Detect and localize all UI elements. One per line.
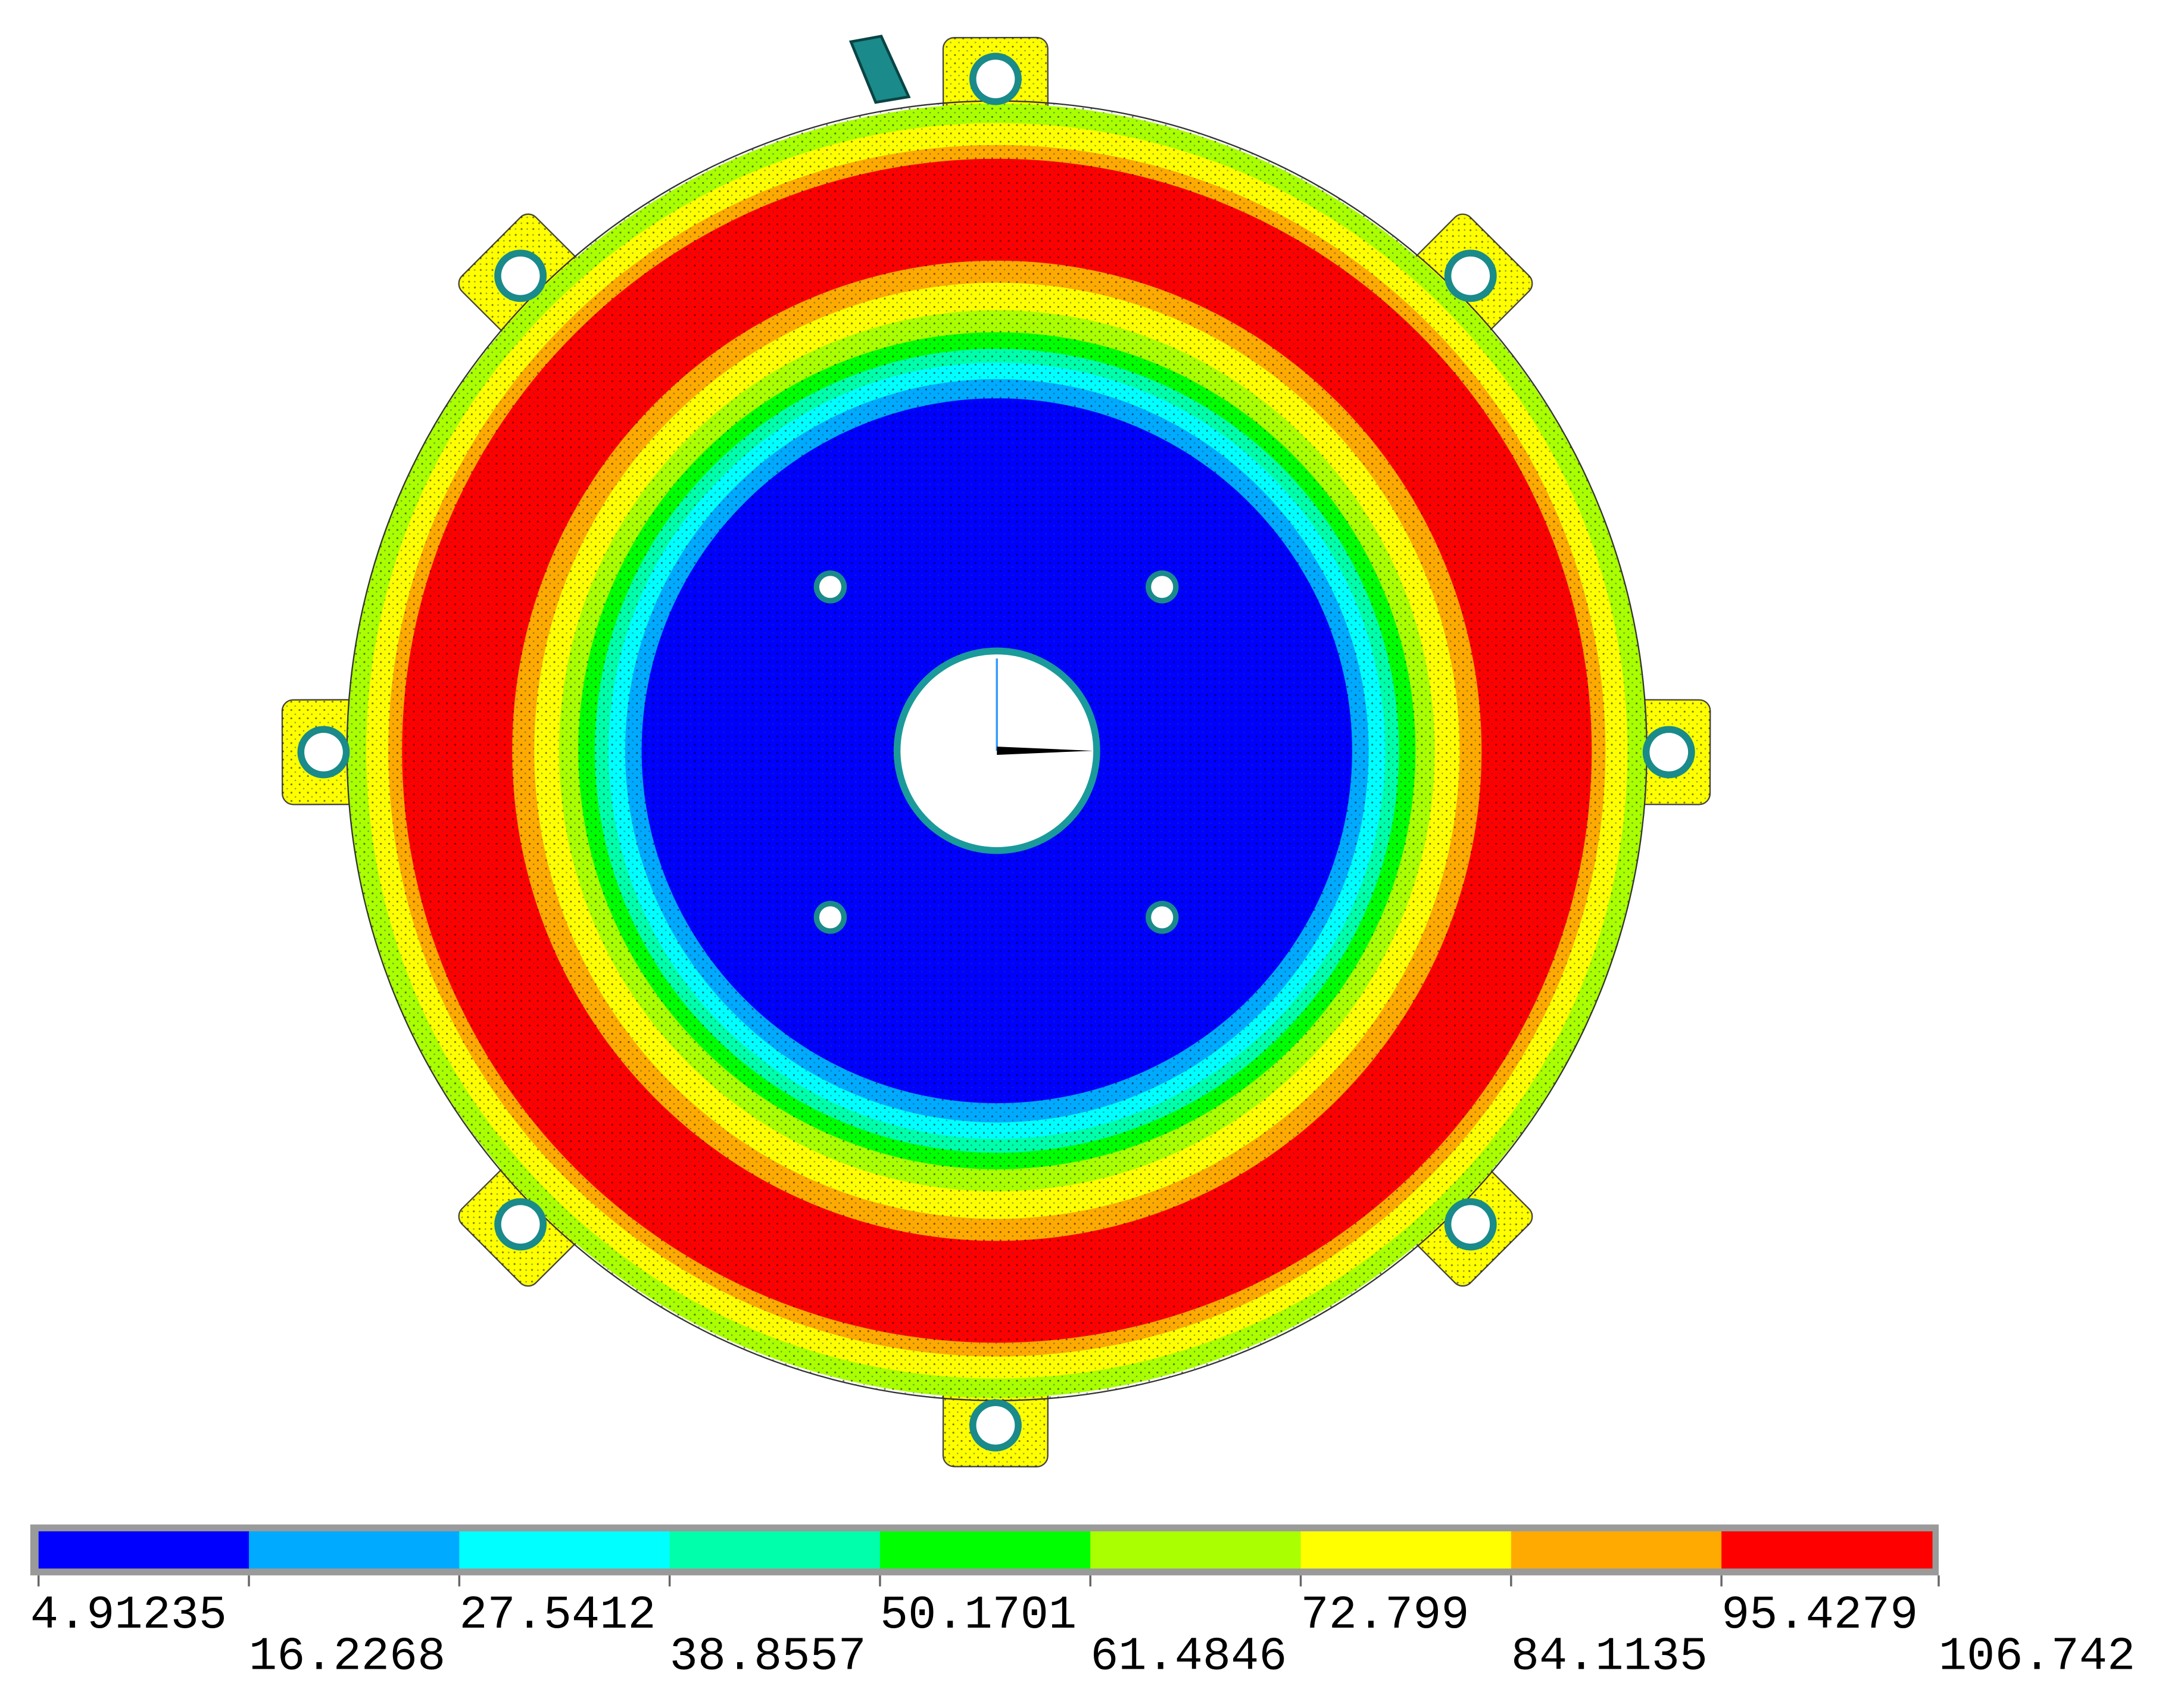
bolt-hole [976,60,1015,98]
legend-swatch [38,1531,250,1569]
axis-x [997,747,1094,755]
legend-swatch [1721,1531,1933,1569]
legend-label: 50.1701 [880,1589,1077,1642]
legend-swatch [1300,1531,1512,1569]
legend-swatch [879,1531,1091,1569]
legend-swatch [1511,1531,1723,1569]
legend-label: 27.5412 [459,1589,656,1642]
bolt-hole [501,1205,540,1244]
bolt-hole [501,256,540,295]
small-hole [819,576,841,598]
legend-swatch [1090,1531,1302,1569]
legend-label: 38.8557 [670,1631,866,1684]
bolt-hole [1451,256,1490,295]
bolt-hole [1649,733,1689,772]
legend-label: 106.742 [1939,1631,2135,1684]
color-legend: 4.91235 16.2268 27.5412 38.8557 50.170161.48… [30,1524,2135,1684]
bolt-hole [976,1406,1015,1445]
legend-label: 4.91235 [30,1589,227,1642]
bolt-hole [1451,1205,1490,1244]
legend-swatch [669,1531,881,1569]
small-hole [1151,576,1174,598]
legend-label: 84.1135 [1511,1631,1708,1684]
legend-label: 72.799 [1301,1589,1470,1642]
small-hole [1151,906,1174,929]
bolt-hole [304,733,343,772]
model [281,35,1711,1467]
tab [848,35,911,104]
legend-label: 16.2268 [249,1631,445,1684]
legend-label: 61.4846 [1090,1631,1287,1684]
legend-label: 95.4279 [1721,1589,1918,1642]
legend-swatch [459,1531,670,1569]
legend-swatch [249,1531,460,1569]
small-hole [819,906,841,929]
